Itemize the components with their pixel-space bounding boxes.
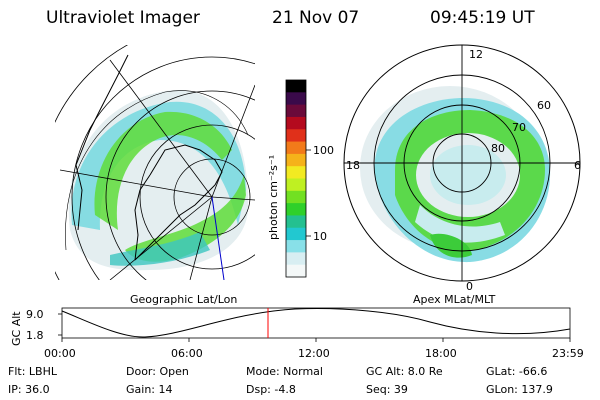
mlat-label-80: 80 — [491, 142, 505, 155]
geo-caption: Geographic Lat/Lon — [130, 293, 237, 306]
altitude-curve — [61, 308, 571, 338]
timeline-x-tick-1200: 12:00 — [298, 347, 330, 360]
colorbar-segment — [286, 203, 306, 216]
timeline-x-tick-2359: 23:59 — [552, 347, 584, 360]
mlat-label-70: 70 — [512, 121, 526, 134]
info-ip: IP: 36.0 — [8, 383, 50, 396]
mlt-label-18: 18 — [346, 159, 360, 172]
colorbar-segment — [286, 80, 306, 93]
instrument-title: Ultraviolet Imager — [46, 8, 200, 28]
info-gain: Gain: 14 — [126, 383, 173, 396]
left-oval-green — [94, 111, 233, 230]
info-gc-alt: GC Alt: 8.0 Re — [366, 365, 443, 378]
orbit-timeline: GC Alt 9.0 1.8 00:00 06:00 12:00 18:00 2… — [10, 307, 584, 360]
color-bar: 100 10 photon cm⁻²s⁻¹ — [267, 79, 334, 278]
colorbar-segment — [286, 141, 306, 155]
timeline-y-tick-9: 9.0 — [26, 308, 44, 321]
mlt-label-6: 6 — [574, 159, 581, 172]
polar-map: 12 18 6 0 60 70 80 Apex MLat/MLT — [343, 44, 581, 306]
colorbar-segment — [286, 264, 306, 278]
colorbar-tick-100: 100 — [313, 144, 334, 157]
colorbar-segment — [286, 129, 306, 143]
mlt-label-0: 0 — [466, 280, 473, 293]
colorbar-unit-label: photon cm⁻²s⁻¹ — [267, 155, 280, 240]
coastline — [75, 54, 223, 261]
colorbar-segment — [286, 92, 306, 106]
info-glon: GLon: 137.9 — [486, 383, 553, 396]
info-glat: GLat: -66.6 — [486, 365, 548, 378]
info-mode: Mode: Normal — [246, 365, 323, 378]
info-dsp: Dsp: -4.8 — [246, 383, 296, 396]
polar-bright-patch — [430, 233, 472, 258]
colorbar-segment — [286, 252, 306, 266]
colorbar-segment — [286, 104, 306, 118]
timeline-y-label: GC Alt — [10, 311, 23, 346]
info-seq: Seq: 39 — [366, 383, 408, 396]
colorbar-segment — [286, 116, 306, 130]
colorbar-tick-10: 10 — [313, 230, 327, 243]
mlat-label-60: 60 — [537, 99, 551, 112]
colorbar-segment — [286, 153, 306, 167]
timeline-y-tick-1-8: 1.8 — [26, 329, 44, 342]
colorbar-segment — [286, 227, 306, 241]
time-label: 09:45:19 UT — [430, 8, 535, 28]
colorbar-segment — [286, 215, 306, 229]
timeline-x-tick-0000: 00:00 — [44, 347, 76, 360]
info-filter: Flt: LBHL — [8, 365, 57, 378]
apex-caption: Apex MLat/MLT — [413, 293, 496, 306]
colorbar-segment — [286, 166, 306, 179]
timeline-x-tick-1800: 18:00 — [425, 347, 457, 360]
info-door: Door: Open — [126, 365, 189, 378]
timeline-x-tick-0600: 06:00 — [171, 347, 203, 360]
colorbar-segment — [286, 240, 306, 253]
geographic-map: Geographic Lat/Lon — [55, 45, 255, 306]
colorbar-segment — [286, 178, 306, 192]
colorbar-segment — [286, 190, 306, 204]
mlt-label-12: 12 — [469, 48, 483, 61]
noon-direction-line — [211, 196, 225, 280]
date-label: 21 Nov 07 — [272, 8, 360, 28]
